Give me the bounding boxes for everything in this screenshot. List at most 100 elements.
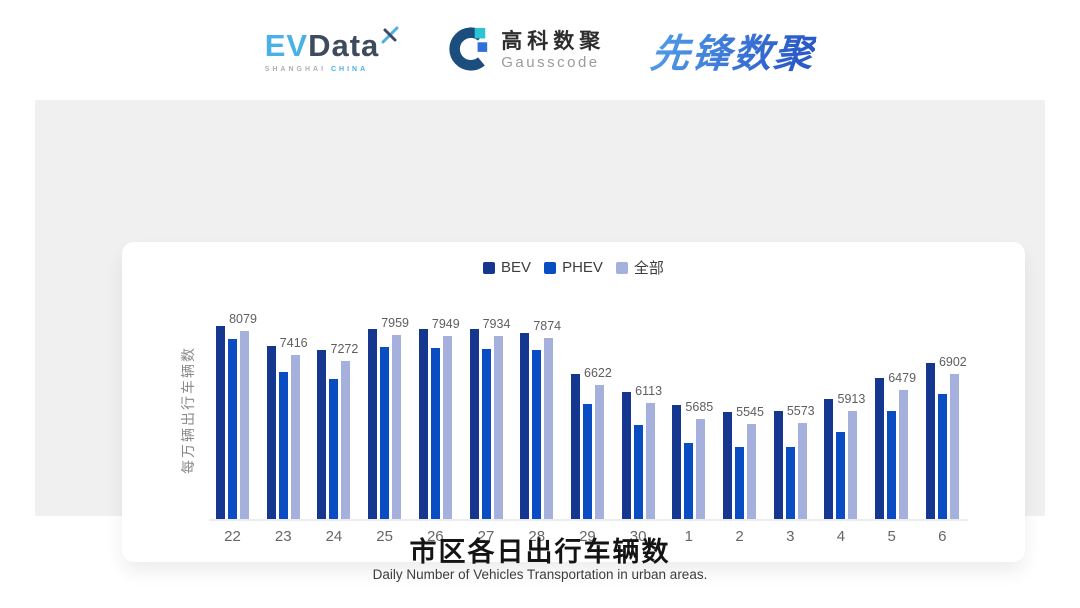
bar-all bbox=[747, 424, 757, 519]
bar-value-label: 7272 bbox=[330, 342, 359, 356]
legend-swatch-all-icon bbox=[615, 261, 628, 274]
bar-bev bbox=[469, 329, 479, 519]
bar-bev bbox=[520, 333, 530, 519]
gausscode-cn-text: 高科数聚 bbox=[501, 30, 606, 54]
bar-bev bbox=[266, 346, 276, 519]
bar-bev bbox=[672, 405, 682, 519]
bar-all bbox=[493, 336, 503, 519]
evdata-data-text: Data bbox=[308, 27, 380, 63]
bar-group: 5913 4 bbox=[824, 319, 865, 547]
gausscode-text: 高科数聚 Gausscode bbox=[501, 30, 605, 71]
x-tick-label: 6 bbox=[938, 528, 947, 545]
bar-phev bbox=[937, 394, 947, 519]
bar-group: 7874 28 bbox=[520, 319, 561, 547]
x-tick-label: 3 bbox=[786, 528, 795, 545]
bar-cluster: 6113 bbox=[621, 319, 662, 519]
bar-cluster: 5685 bbox=[672, 319, 713, 519]
bar-cluster: 5913 bbox=[824, 319, 865, 519]
bar-value-label: 6113 bbox=[635, 384, 663, 398]
bar-bev bbox=[773, 411, 783, 519]
bar-bev bbox=[317, 350, 327, 519]
bar-value-label: 5545 bbox=[736, 405, 764, 419]
bar-all bbox=[341, 361, 351, 519]
bar-group: 6902 6 bbox=[925, 319, 967, 547]
bar-all bbox=[848, 411, 858, 519]
bar-value-label: 7959 bbox=[381, 316, 410, 330]
bar-value-label: 5573 bbox=[786, 404, 815, 418]
bar-cluster: 7416 bbox=[266, 319, 308, 519]
bar-bev bbox=[925, 363, 935, 519]
bar-value-label: 8079 bbox=[229, 312, 257, 326]
bar-value-label: 7934 bbox=[482, 317, 511, 331]
bar-value-label: 6902 bbox=[938, 355, 967, 369]
bar-phev bbox=[278, 372, 288, 519]
bar-all bbox=[544, 338, 554, 519]
bar-group: 5545 2 bbox=[723, 319, 764, 547]
bar-cluster: 7934 bbox=[469, 317, 510, 519]
bar-phev bbox=[228, 339, 237, 519]
evdata-china-text: CHINA bbox=[331, 65, 369, 73]
bar-phev bbox=[582, 404, 592, 519]
evdata-ev-text: EV bbox=[264, 27, 309, 63]
bar-value-label: 6622 bbox=[584, 366, 612, 380]
bar-value-label: 7874 bbox=[533, 319, 562, 333]
bar-value-label: 7416 bbox=[279, 336, 308, 350]
bar-all bbox=[899, 390, 909, 519]
x-tick-label: 25 bbox=[376, 528, 393, 545]
bar-cluster: 7874 bbox=[520, 319, 561, 519]
legend-item-bev[interactable]: BEV bbox=[483, 259, 531, 276]
gausscode-en-text: Gausscode bbox=[501, 54, 600, 72]
bar-cluster: 6622 bbox=[570, 319, 612, 519]
bar-bev bbox=[621, 392, 631, 519]
bar-value-label: 6479 bbox=[888, 371, 917, 385]
bar-phev bbox=[836, 432, 846, 519]
chart-panel: BEV PHEV 全部 每万辆出行车辆数 8079 22 7416 23 7272 24 795… bbox=[35, 100, 1045, 562]
bar-cluster: 5545 bbox=[723, 319, 764, 519]
page-title: 市区各日出行车辆数 bbox=[409, 537, 671, 567]
gausscode-logo: 高科数聚 Gausscode bbox=[445, 26, 605, 77]
bar-all bbox=[949, 374, 959, 519]
bar-all bbox=[442, 336, 452, 519]
bar-value-label: 7949 bbox=[431, 317, 460, 331]
x-tick-label: 1 bbox=[684, 528, 693, 545]
legend-swatch-bev-icon bbox=[483, 261, 496, 274]
bar-group: 7416 23 bbox=[266, 319, 308, 547]
bar-bev bbox=[570, 374, 580, 519]
legend-item-all[interactable]: 全部 bbox=[615, 257, 664, 278]
bar-phev bbox=[735, 447, 745, 519]
legend-label-all: 全部 bbox=[633, 260, 664, 277]
page-subtitle: Daily Number of Vehicles Transportation … bbox=[372, 567, 708, 582]
x-tick-label: 28 bbox=[528, 528, 546, 545]
legend-label-bev: BEV bbox=[501, 259, 532, 276]
bar-phev bbox=[532, 350, 542, 519]
legend-item-phev[interactable]: PHEV bbox=[544, 259, 603, 276]
bar-phev bbox=[380, 347, 390, 519]
bar-cluster: 6902 bbox=[925, 319, 967, 519]
legend-label-phev: PHEV bbox=[562, 259, 603, 276]
x-tick-label: 2 bbox=[735, 528, 744, 545]
bar-bev bbox=[368, 329, 378, 519]
x-tick-label: 22 bbox=[224, 528, 241, 545]
plot-groups: 8079 22 7416 23 7272 24 7959 25 7949 26 7934 27 7874… bbox=[216, 312, 967, 547]
bar-group: 5573 3 bbox=[773, 319, 815, 547]
x-tick-label: 29 bbox=[579, 528, 596, 545]
evdata-shanghai-text: SHANGHAI bbox=[264, 65, 327, 73]
bar-cluster: 5573 bbox=[773, 319, 815, 519]
x-tick-label: 24 bbox=[325, 528, 343, 545]
chart-card: BEV PHEV 全部 每万辆出行车辆数 8079 22 7416 23 7272 24 795… bbox=[122, 242, 1025, 562]
xianfeng-logo: 先锋数聚 bbox=[648, 23, 818, 79]
bar-cluster: 7272 bbox=[317, 319, 358, 519]
bar-phev bbox=[684, 443, 694, 519]
x-tick-label: 5 bbox=[887, 528, 896, 545]
evdata-x-icon bbox=[381, 26, 399, 48]
x-tick-label: 23 bbox=[274, 528, 292, 545]
bar-all bbox=[240, 331, 249, 519]
bar-group: 6479 5 bbox=[875, 319, 916, 547]
bar-all bbox=[392, 335, 402, 519]
bar-group: 6113 30 bbox=[621, 319, 662, 547]
bar-group: 7934 27 bbox=[469, 317, 510, 547]
bar-bev bbox=[418, 329, 428, 519]
bar-phev bbox=[481, 349, 491, 519]
bar-phev bbox=[633, 425, 643, 519]
